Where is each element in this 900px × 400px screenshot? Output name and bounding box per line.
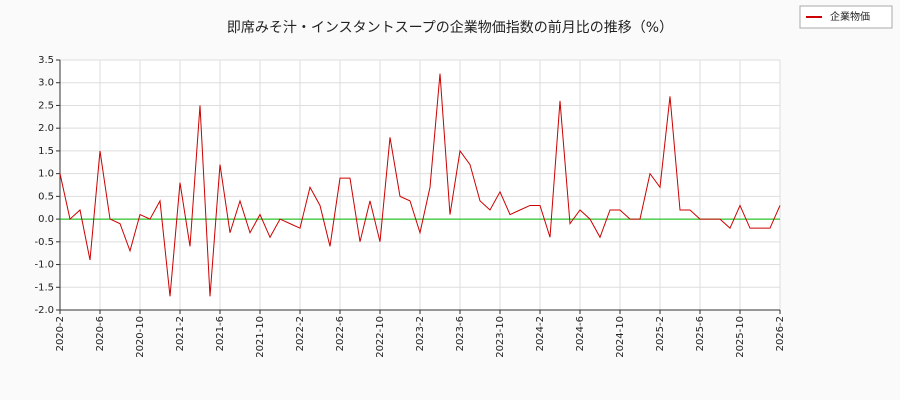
- y-tick-label: 2.5: [38, 100, 54, 111]
- y-tick-label: 1.0: [38, 169, 54, 180]
- x-tick-label: 2021-2: [175, 316, 186, 351]
- y-tick-label: -1.5: [34, 282, 54, 293]
- x-tick-label: 2020-6: [95, 316, 106, 351]
- x-tick-label: 2022-6: [335, 316, 346, 351]
- x-tick-label: 2020-2: [55, 316, 66, 351]
- x-tick-label: 2021-10: [255, 316, 266, 358]
- x-tick-label: 2024-6: [575, 316, 586, 351]
- y-tick-label: 2.0: [38, 123, 54, 134]
- y-tick-label: 0.0: [38, 214, 54, 225]
- data-line: [59, 73, 781, 297]
- legend-box: [799, 5, 893, 29]
- x-tick-label: 2026-2: [775, 316, 786, 351]
- x-tick-label: 2025-10: [735, 316, 746, 358]
- x-tick-label: 2023-2: [415, 316, 426, 351]
- x-tick-label: 2023-6: [455, 316, 466, 351]
- x-tick-label: 2022-10: [375, 316, 386, 358]
- y-tick-label: -0.5: [34, 237, 54, 248]
- x-tick-label: 2024-10: [615, 316, 626, 358]
- x-tick-label: 2024-2: [535, 316, 546, 351]
- x-tick-label: 2025-6: [695, 316, 706, 351]
- legend-label: 企業物価: [830, 10, 870, 23]
- y-tick-label: 1.5: [38, 146, 54, 157]
- x-tick-label: 2022-2: [295, 316, 306, 351]
- x-tick-label: 2021-6: [215, 316, 226, 351]
- y-tick-label: 3.5: [38, 55, 54, 66]
- y-tick-label: 0.5: [38, 191, 54, 202]
- y-tick-label: 3.0: [38, 78, 54, 89]
- chart-title: 即席みそ汁・インスタントスープの企業物価指数の前月比の推移（%）: [227, 19, 673, 36]
- y-tick-label: -2.0: [34, 305, 54, 316]
- x-tick-label: 2025-2: [655, 316, 666, 351]
- x-tick-label: 2023-10: [495, 316, 506, 358]
- x-tick-label: 2020-10: [135, 316, 146, 358]
- y-tick-label: -1.0: [34, 260, 54, 271]
